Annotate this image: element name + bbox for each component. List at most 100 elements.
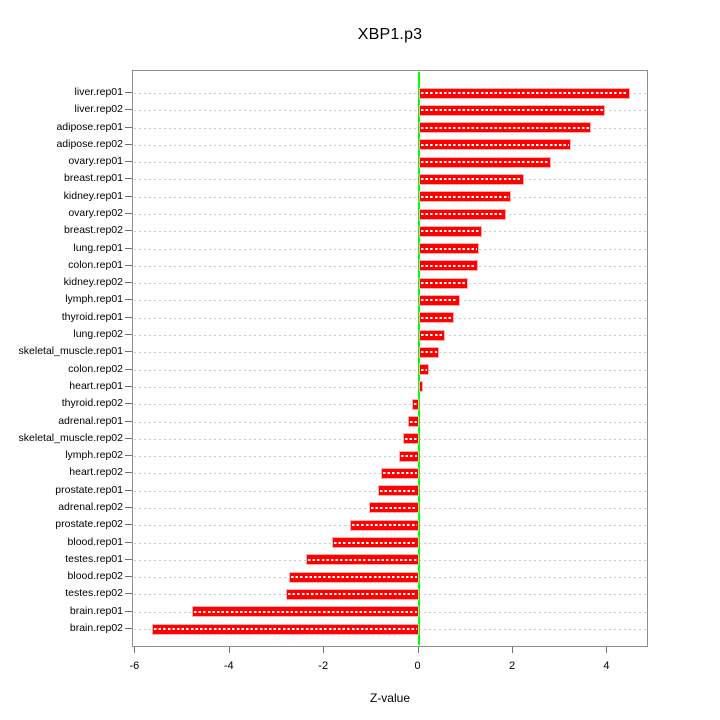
bar-skeletal_muscle-rep02 <box>402 433 419 445</box>
bar-stripe <box>414 403 417 406</box>
y-axis-label: blood.rep01 <box>67 535 123 548</box>
bar-skeletal_muscle-rep01 <box>418 346 440 358</box>
bar-stripe <box>194 610 417 613</box>
x-axis-tick-label: 4 <box>603 660 610 672</box>
bar-lung-rep01 <box>418 243 479 255</box>
y-axis-label: heart.rep02 <box>69 466 123 479</box>
bar-breast-rep01 <box>418 173 525 185</box>
bar-testes-rep01 <box>306 554 419 566</box>
bar-heart-rep01 <box>418 381 424 393</box>
x-axis-tick <box>228 647 230 653</box>
bar-stripe <box>420 213 505 216</box>
bar-lung-rep02 <box>418 329 445 341</box>
y-axis-label: testes.rep02 <box>65 587 123 600</box>
y-axis-label: ovary.rep02 <box>68 207 123 220</box>
gridline <box>134 265 647 267</box>
y-axis-label: adipose.rep01 <box>56 120 123 133</box>
y-axis-label: prostate.rep01 <box>55 483 123 496</box>
bar-stripe <box>420 126 590 129</box>
bar-stripe <box>420 143 569 146</box>
y-axis-tick <box>125 230 132 232</box>
bar-kidney-rep01 <box>418 191 511 203</box>
bar-liver-rep02 <box>418 104 605 116</box>
x-axis-tick-label: 2 <box>508 660 516 672</box>
gridline <box>134 352 647 354</box>
y-axis-tick <box>125 282 132 284</box>
gridline <box>134 335 647 337</box>
y-axis-label: liver.rep01 <box>74 86 123 98</box>
gridline <box>134 179 647 181</box>
y-axis-tick <box>125 299 132 301</box>
gridline <box>134 386 647 388</box>
gridline <box>134 93 647 94</box>
y-axis-tick <box>125 420 132 422</box>
y-axis-label: adrenal.rep02 <box>58 500 123 513</box>
y-axis-label: kidney.rep02 <box>63 276 123 289</box>
gridline <box>134 404 647 406</box>
y-axis-tick <box>125 524 132 526</box>
x-axis-tick <box>323 647 325 653</box>
y-axis-label: lung.rep01 <box>73 241 123 254</box>
y-axis-tick <box>125 576 132 578</box>
bar-stripe <box>420 282 466 285</box>
gridline <box>134 196 647 198</box>
bar-stripe <box>420 351 438 354</box>
bar-colon-rep01 <box>418 260 478 272</box>
y-axis-label: skeletal_muscle.rep01 <box>18 345 123 358</box>
bar-prostate-rep02 <box>350 519 419 531</box>
y-axis-tick <box>125 178 132 180</box>
bar-stripe <box>420 264 476 267</box>
x-axis-tick-label: 0 <box>414 660 421 672</box>
bar-adrenal-rep01 <box>408 416 419 428</box>
x-axis-tick-label: -6 <box>129 660 140 672</box>
y-axis-tick <box>125 628 132 629</box>
bar-stripe <box>420 178 523 181</box>
y-axis-tick <box>125 126 132 128</box>
gridline <box>134 456 647 458</box>
gridline <box>134 421 647 423</box>
bar-adrenal-rep02 <box>368 502 419 514</box>
x-axis-tick <box>606 647 608 653</box>
y-axis-tick <box>125 351 132 353</box>
zero-reference-line <box>417 72 420 645</box>
y-axis-label: lymph.rep02 <box>65 449 123 462</box>
gridline <box>134 317 647 319</box>
y-axis-label: kidney.rep01 <box>63 189 123 202</box>
bar-stripe <box>379 489 417 492</box>
bar-prostate-rep01 <box>377 485 419 497</box>
bar-stripe <box>382 472 417 475</box>
bar-stripe <box>420 92 629 94</box>
bar-heart-rep02 <box>380 467 419 479</box>
y-axis-tick <box>125 489 132 491</box>
bar-stripe <box>420 109 603 112</box>
gridline <box>134 144 647 146</box>
y-axis-label: lung.rep02 <box>73 328 123 341</box>
y-axis-tick <box>125 109 132 111</box>
bar-kidney-rep02 <box>418 277 468 289</box>
y-axis-tick <box>125 264 132 266</box>
bar-stripe <box>334 541 417 544</box>
bar-stripe <box>352 524 417 527</box>
chart-title: XBP1.p3 <box>357 26 423 43</box>
bar-adipose-rep02 <box>418 139 571 151</box>
x-axis-tick-label: -4 <box>223 660 234 672</box>
bar-adipose-rep01 <box>418 122 592 134</box>
y-axis-label: brain.rep01 <box>69 604 123 617</box>
y-axis-label: thyroid.rep02 <box>61 397 123 410</box>
bar-stripe <box>291 576 417 579</box>
y-axis-tick <box>125 403 132 405</box>
y-axis-label: adipose.rep02 <box>56 137 123 150</box>
bar-stripe <box>370 506 417 509</box>
y-axis-tick <box>125 455 132 457</box>
bar-stripe <box>420 195 509 198</box>
x-axis-tick-label: -2 <box>318 660 329 672</box>
bar-breast-rep02 <box>418 225 482 237</box>
y-axis-label: breast.rep02 <box>64 224 123 237</box>
y-axis-tick <box>125 92 132 93</box>
y-axis-label: prostate.rep02 <box>55 518 123 531</box>
y-axis-label: colon.rep01 <box>68 258 123 271</box>
y-axis-tick <box>125 368 132 370</box>
y-axis-label: ovary.rep01 <box>68 155 123 168</box>
bar-blood-rep01 <box>332 537 419 549</box>
